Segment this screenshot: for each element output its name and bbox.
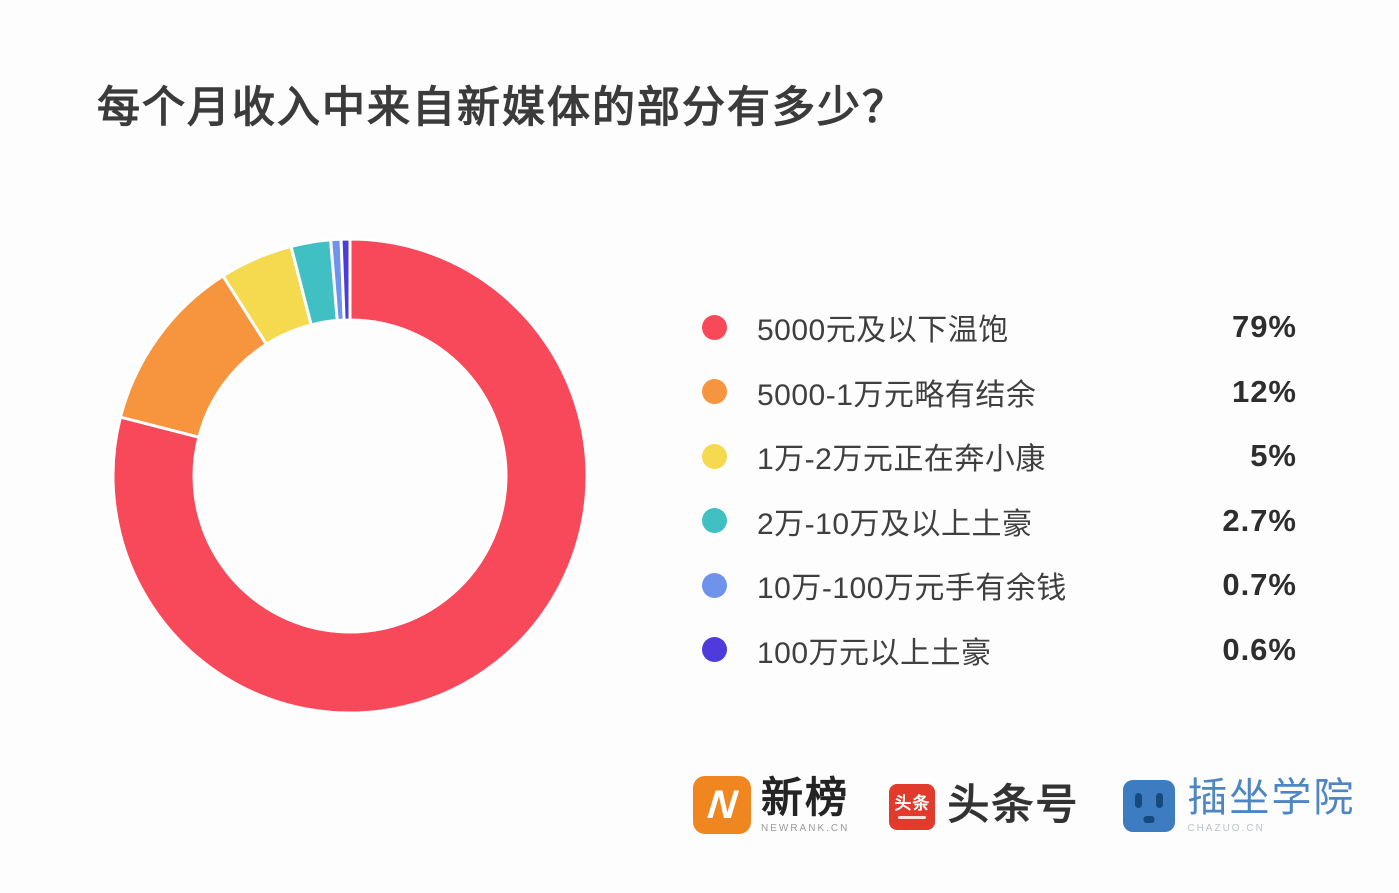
footer-logos: N 新榜 NEWRANK.CN 头条 头条号 插坐学院 CHAZUO.CN [693, 774, 1355, 835]
legend-label: 10万-100万元手有余钱 [757, 572, 1067, 606]
legend-percent-value: 2.7% [1222, 502, 1297, 538]
chart-legend: 5000元及以下温饱 79% 5000-1万元略有结余 12% 1万-2万元正在… [702, 295, 1297, 682]
page-title: 每个月收入中来自新媒体的部分有多少？ [97, 84, 907, 132]
newrank-subtitle: NEWRANK.CN [761, 823, 850, 835]
legend-label: 2万-10万及以上土豪 [757, 507, 1033, 541]
robot-eye-right [1156, 793, 1164, 808]
legend-color-dot [702, 443, 727, 469]
legend-percent-value: 5% [1250, 438, 1297, 474]
legend-color-dot [702, 508, 727, 534]
legend-percent-value: 79% [1231, 309, 1297, 345]
legend-label: 1万-2万元正在奔小康 [757, 443, 1046, 477]
newrank-n-glyph: N [705, 783, 739, 827]
legend-color-dot [702, 572, 727, 598]
newrank-badge-icon: N [693, 776, 751, 834]
chazuo-robot-face-icon [1123, 780, 1176, 832]
legend-item: 5000元及以下温饱 79% [702, 295, 1297, 360]
chazuo-subtitle: CHAZUO.CN [1187, 823, 1265, 834]
legend-color-dot [702, 379, 727, 405]
toutiao-logo: 头条 头条号 [889, 776, 1079, 834]
newrank-logo: N 新榜 NEWRANK.CN [693, 774, 850, 835]
legend-item: 2万-10万及以上土豪 2.7% [702, 489, 1297, 554]
legend-label: 5000-1万元略有结余 [757, 378, 1037, 412]
pie-slice-5 [339, 237, 352, 322]
legend-item: 5000-1万元略有结余 12% [702, 360, 1297, 425]
legend-color-dot [702, 314, 727, 340]
donut-chart-svg [111, 237, 589, 715]
chazuo-title: 插坐学院 [1187, 776, 1356, 820]
legend-item: 1万-2万元正在奔小康 5% [702, 424, 1297, 489]
legend-percent-value: 0.7% [1222, 567, 1297, 603]
robot-mouth [1143, 816, 1155, 823]
legend-percent-value: 12% [1231, 373, 1297, 409]
toutiao-title: 头条号 [947, 781, 1080, 828]
toutiao-badge-icon: 头条 [889, 784, 936, 830]
toutiao-badge-bar [898, 816, 927, 819]
donut-chart [100, 226, 600, 726]
legend-color-dot [702, 637, 727, 663]
newrank-title: 新榜 [761, 774, 850, 821]
chazuo-logo: 插坐学院 CHAZUO.CN [1123, 776, 1355, 834]
legend-percent-value: 0.6% [1222, 631, 1297, 667]
legend-label: 100万元以上土豪 [757, 636, 992, 670]
toutiao-badge-text: 头条 [894, 794, 931, 813]
legend-item: 100万元以上土豪 0.6% [702, 618, 1297, 683]
robot-eye-left [1135, 793, 1143, 808]
legend-label: 5000元及以下温饱 [757, 314, 1009, 348]
legend-item: 10万-100万元手有余钱 0.7% [702, 553, 1297, 618]
pie-slice-0 [111, 237, 589, 715]
